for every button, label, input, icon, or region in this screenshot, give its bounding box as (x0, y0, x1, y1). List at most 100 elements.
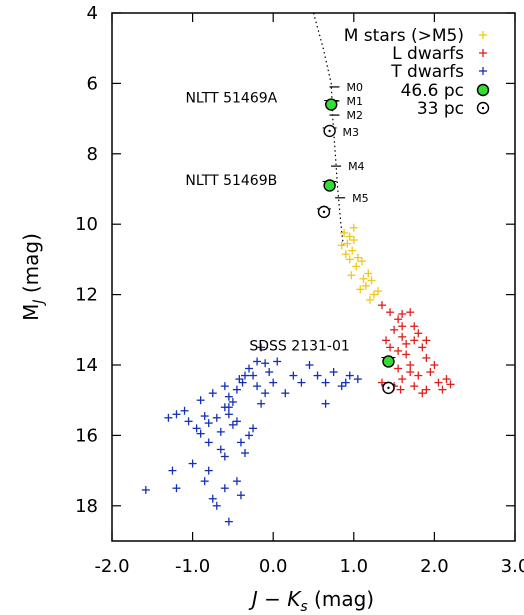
data-point (442, 375, 450, 383)
data-point (168, 467, 176, 475)
data-point (225, 518, 233, 526)
data-point (322, 400, 330, 408)
data-point (352, 262, 360, 270)
data-point (346, 255, 354, 263)
data-point (358, 257, 366, 265)
y-tick-label: 16 (75, 425, 98, 446)
data-point (245, 431, 253, 439)
data-point (422, 336, 430, 344)
data-point (348, 247, 356, 255)
data-point (229, 421, 237, 429)
data-point (378, 301, 386, 309)
data-point (209, 389, 217, 397)
annotation: SDSS 2131-01 (249, 339, 349, 355)
data-point (253, 357, 261, 365)
data-point (265, 368, 273, 376)
data-point (342, 379, 350, 387)
y-tick-label: 8 (87, 144, 98, 165)
data-point (221, 484, 229, 492)
data-point (350, 224, 358, 232)
data-point (359, 275, 367, 283)
data-point (447, 380, 455, 388)
data-point (142, 486, 150, 494)
data-point (354, 254, 362, 262)
data-point (205, 438, 213, 446)
spectral-label: M0 (346, 81, 363, 94)
data-point (390, 326, 398, 334)
data-point (342, 250, 350, 258)
data-point (356, 285, 364, 293)
data-point (237, 491, 245, 499)
data-point (217, 445, 225, 453)
legend-label: M stars (>M5) (344, 26, 464, 46)
data-point (398, 310, 406, 318)
x-axis-label-main: J − K (248, 587, 302, 611)
data-point (197, 430, 205, 438)
data-point (410, 382, 418, 390)
data-point (354, 375, 362, 383)
data-point (340, 229, 348, 237)
data-point (221, 453, 229, 461)
data-point (297, 379, 305, 387)
y-tick-label: 14 (75, 355, 98, 376)
y-tick-label: 4 (87, 3, 98, 24)
data-point (410, 336, 418, 344)
data-point (382, 336, 390, 344)
data-point (346, 233, 354, 241)
data-point (197, 396, 205, 404)
y-tick-label: 6 (87, 73, 98, 94)
data-point (418, 343, 426, 351)
data-point (414, 329, 422, 337)
x-tick-label: -1.0 (175, 556, 210, 577)
data-point (322, 379, 330, 387)
annotation: NLTT 51469A (185, 90, 277, 106)
data-point (370, 291, 378, 299)
data-point (241, 372, 249, 380)
data-point (330, 368, 338, 376)
data-point (362, 282, 370, 290)
marker-46pc (324, 180, 335, 191)
marker-33pc-center (387, 387, 389, 389)
series-0 (338, 224, 382, 304)
data-point (402, 350, 410, 358)
spectral-label: M2 (346, 109, 363, 122)
data-point (221, 382, 229, 390)
data-point (229, 398, 237, 406)
x-axis-label-sub: s (300, 599, 307, 615)
data-point (374, 287, 382, 295)
data-point (350, 236, 358, 244)
legend-label: 46.6 pc (401, 81, 464, 101)
data-point (406, 361, 414, 369)
x-tick-label: 1.0 (339, 556, 368, 577)
data-point (397, 386, 405, 394)
data-point (164, 414, 172, 422)
data-point (346, 372, 354, 380)
data-point (366, 296, 374, 304)
spectral-label: M5 (352, 192, 369, 205)
marker-33pc-center (328, 130, 330, 132)
spectral-label: M1 (346, 95, 363, 108)
data-point (213, 502, 221, 510)
data-point (438, 386, 446, 394)
data-point (233, 477, 241, 485)
marker-46pc (326, 99, 337, 110)
marker-33pc (318, 206, 329, 217)
data-point (386, 308, 394, 316)
annotation: M3 (343, 126, 360, 139)
data-point (261, 359, 269, 367)
data-point (338, 241, 346, 249)
data-point (398, 322, 406, 330)
data-point (253, 382, 261, 390)
data-point (402, 340, 410, 348)
data-point (209, 495, 217, 503)
legend-marker (478, 103, 489, 114)
data-point (269, 379, 277, 387)
data-point (430, 361, 438, 369)
data-point (201, 412, 209, 420)
marker-33pc (383, 382, 394, 393)
x-tick-label: 0.0 (259, 556, 288, 577)
x-tick-label: 2.0 (420, 556, 449, 577)
x-axis-label-tail: (mag) (308, 587, 374, 611)
data-point (394, 315, 402, 323)
